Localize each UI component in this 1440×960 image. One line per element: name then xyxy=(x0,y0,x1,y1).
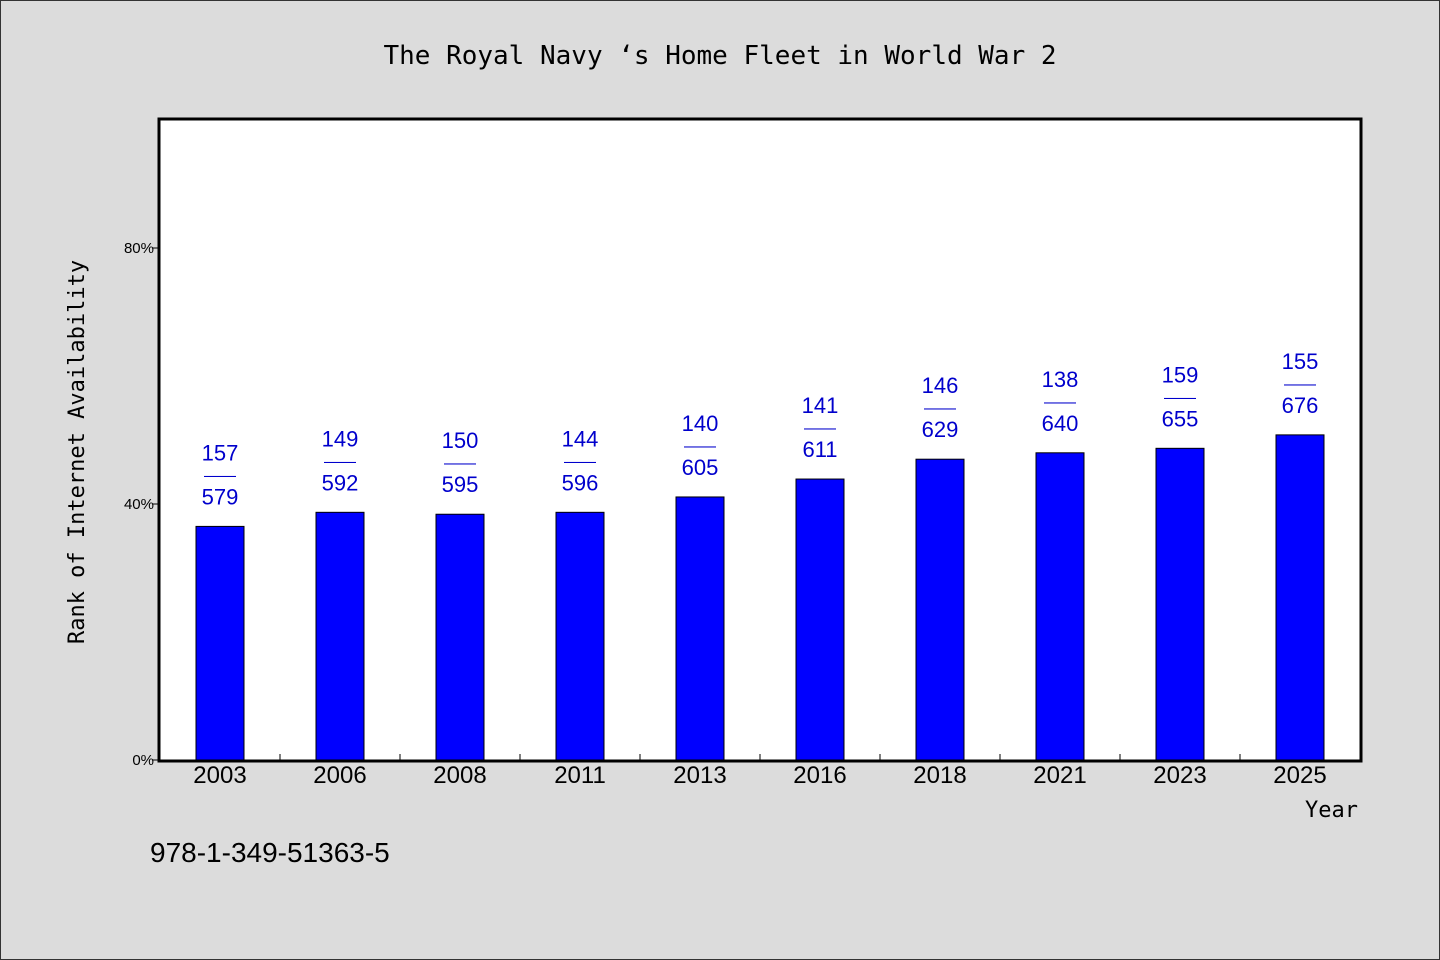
bar-label-bottom-2003: 579 xyxy=(202,484,239,509)
bar-label-top-2008: 150 xyxy=(442,428,479,453)
bar-2018 xyxy=(915,458,965,761)
x-tick-label-2025: 2025 xyxy=(1273,762,1326,789)
bar-label-top-2025: 155 xyxy=(1282,349,1319,374)
bar-label-bottom-2018: 629 xyxy=(922,417,959,442)
bar-2008 xyxy=(435,513,485,761)
bar-label-top-2006: 149 xyxy=(322,426,359,451)
y-tick-label-80: 80% xyxy=(124,240,154,257)
bar-label-bottom-2011: 596 xyxy=(562,470,599,495)
x-axis: 2003 2006 2008 2011 2013 2016 2018 2021 2023 2025 xyxy=(193,754,1327,789)
bar-label-separator-2008: —— xyxy=(444,455,476,472)
y-tick-label-0: 0% xyxy=(132,752,154,769)
y-axis-label: Rank of Internet Availability xyxy=(65,260,90,644)
bar-label-top-2013: 140 xyxy=(682,411,719,436)
bar-label-separator-2006: —— xyxy=(324,453,356,470)
bar-label-separator-2018: —— xyxy=(924,400,956,417)
bar-label-bottom-2006: 592 xyxy=(322,470,359,495)
bar-group xyxy=(195,434,1325,761)
bar-label-top-2003: 157 xyxy=(202,440,239,465)
x-tick-label-2016: 2016 xyxy=(793,762,846,789)
bar-2023 xyxy=(1155,447,1205,761)
bar-label-separator-2016: —— xyxy=(804,420,836,437)
bar-label-separator-2025: —— xyxy=(1284,376,1316,393)
bar-label-top-2011: 144 xyxy=(562,426,599,451)
bar-label-separator-2021: —— xyxy=(1044,394,1076,411)
bar-label-bottom-2013: 605 xyxy=(682,455,719,480)
bar-label-bottom-2016: 611 xyxy=(802,437,837,462)
bar-2025 xyxy=(1275,434,1325,761)
bar-label-separator-2023: —— xyxy=(1164,389,1196,406)
bar-2011 xyxy=(555,511,605,761)
bar-label-bottom-2008: 595 xyxy=(442,472,479,497)
y-tick-label-40: 40% xyxy=(124,496,154,513)
x-tick-label-2021: 2021 xyxy=(1033,762,1086,789)
bar-label-bottom-2025: 676 xyxy=(1282,393,1319,418)
x-tick-label-2011: 2011 xyxy=(554,762,606,789)
x-tick-label-2023: 2023 xyxy=(1153,762,1206,789)
x-axis-label: Year xyxy=(1305,798,1358,823)
bar-label-top-2023: 159 xyxy=(1162,362,1199,387)
bar-label-separator-2003: —— xyxy=(204,467,236,484)
bar-label-separator-2011: —— xyxy=(564,453,596,470)
y-axis: 0% 40% 80% xyxy=(124,240,160,769)
x-tick-label-2018: 2018 xyxy=(913,762,966,789)
bar-label-top-2021: 138 xyxy=(1042,367,1079,392)
bar-label-separator-2013: —— xyxy=(684,438,716,455)
bar-2021 xyxy=(1035,452,1085,761)
bar-label-bottom-2021: 640 xyxy=(1042,411,1079,436)
x-tick-label-2013: 2013 xyxy=(673,762,726,789)
bar-2003 xyxy=(195,525,245,761)
bar-label-top-2016: 141 xyxy=(802,393,839,418)
bar-2016 xyxy=(795,478,845,761)
x-tick-label-2006: 2006 xyxy=(313,762,366,789)
x-tick-label-2003: 2003 xyxy=(193,762,246,789)
footnote-isbn: 978-1-349-51363-5 xyxy=(150,837,390,868)
bar-2006 xyxy=(315,511,365,761)
bar-2013 xyxy=(675,496,725,761)
bar-label-group: 157——579149——592150——595144——596140——605… xyxy=(202,349,1319,510)
bar-label-top-2018: 146 xyxy=(922,373,959,398)
bar-label-bottom-2023: 655 xyxy=(1162,406,1199,431)
x-tick-label-2008: 2008 xyxy=(433,762,486,789)
chart-title: The Royal Navy ‘s Home Fleet in World Wa… xyxy=(383,41,1056,71)
